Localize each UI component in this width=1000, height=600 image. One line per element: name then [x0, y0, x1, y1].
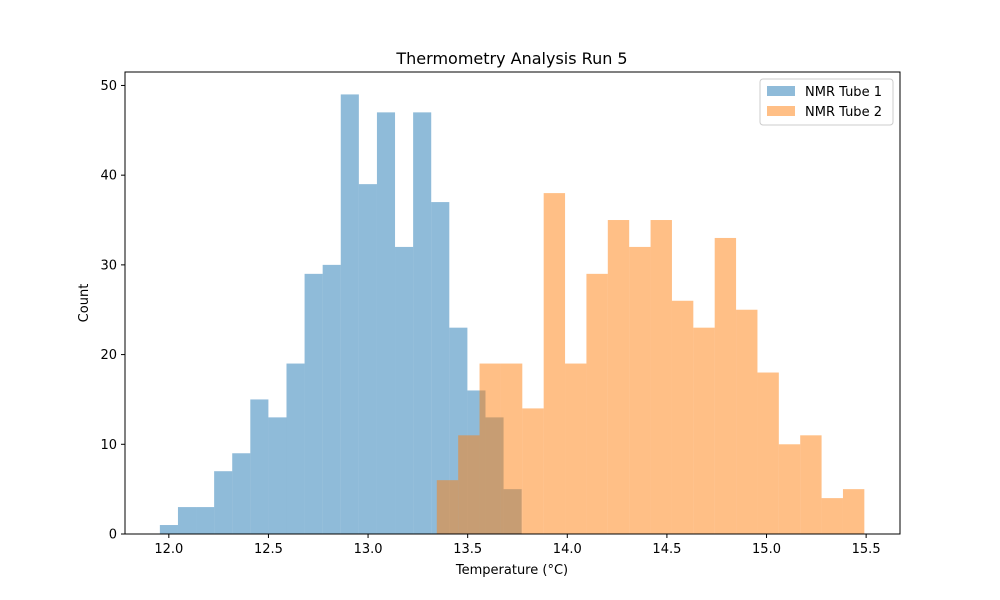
histogram-bar-tube-1-bin-9 — [322, 264, 341, 534]
y-tick-label: 30 — [100, 258, 117, 273]
x-tick-label: 12.0 — [154, 542, 183, 557]
histogram-bar-tube-2-bin-18 — [821, 498, 843, 534]
histogram-bar-tube-2-bin-6 — [565, 363, 587, 534]
histogram-bar-tube-1-bin-3 — [214, 471, 233, 534]
histogram-bar-tube-2-bin-1 — [458, 435, 480, 534]
histogram-bar-tube-2-bin-5 — [543, 193, 566, 534]
x-axis-label: Temperature (°C) — [455, 563, 568, 578]
histogram-bar-tube-2-bin-8 — [607, 220, 630, 535]
histogram-bar-tube-1-bin-4 — [232, 453, 251, 534]
histogram-bar-tube-2-bin-12 — [693, 327, 715, 534]
histogram-bar-tube-2-bin-13 — [714, 237, 737, 534]
x-tick-label: 15.5 — [852, 542, 881, 557]
y-tick-label: 40 — [100, 169, 117, 184]
histogram-bar-tube-1-bin-10 — [340, 94, 359, 534]
histogram-bar-tube-1-bin-11 — [358, 184, 377, 534]
histogram-bar-tube-2-bin-19 — [842, 489, 865, 534]
histogram-bar-tube-2-bin-4 — [522, 408, 544, 534]
histogram-bar-tube-2-bin-2 — [479, 363, 501, 534]
histogram-bar-tube-1-bin-0 — [159, 525, 178, 534]
legend-label-tube-1: NMR Tube 1 — [805, 85, 882, 100]
histogram-bar-tube-1-bin-12 — [376, 112, 396, 535]
histogram-bar-tube-1-bin-13 — [395, 246, 414, 534]
x-tick-label: 13.5 — [453, 542, 482, 557]
histogram-bar-tube-2-bin-16 — [778, 444, 801, 534]
histogram-bar-tube-2-bin-9 — [629, 246, 651, 534]
y-tick-label: 20 — [100, 348, 117, 363]
histogram-bar-tube-1-bin-7 — [286, 363, 305, 534]
histogram-bar-tube-1-bin-15 — [431, 202, 450, 534]
legend: NMR Tube 1 NMR Tube 2 — [759, 78, 894, 126]
histogram-bar-tube-2-bin-7 — [586, 273, 608, 534]
x-tick-label: 12.5 — [254, 542, 283, 557]
histogram-bar-tube-2-bin-10 — [650, 220, 672, 535]
x-tick-label: 13.0 — [354, 542, 383, 557]
legend-swatch-tube-2 — [767, 106, 795, 116]
histogram-bar-tube-2-bin-0 — [436, 480, 459, 534]
histogram-bar-tube-2-bin-11 — [671, 300, 694, 534]
chart-title: Thermometry Analysis Run 5 — [395, 49, 627, 68]
histogram-bar-tube-1-bin-1 — [177, 507, 197, 534]
legend-swatch-tube-1 — [767, 86, 795, 96]
y-tick-label: 0 — [109, 528, 117, 543]
histogram-bar-tube-2-bin-14 — [736, 309, 758, 534]
histogram-bar-tube-1-bin-14 — [413, 112, 432, 535]
x-tick-label: 14.0 — [553, 542, 582, 557]
ticks-layer: 12.0 12.5 13.0 13.5 14.0 14.5 15.0 15.5 0 10 20 30 4… — [100, 79, 880, 557]
histogram-bar-tube-1-bin-5 — [250, 399, 269, 534]
y-axis-label: Count — [77, 284, 92, 323]
histogram-bar-tube-1-bin-6 — [268, 417, 287, 534]
bars-layer — [159, 94, 865, 535]
histogram-bar-tube-2-bin-15 — [757, 372, 779, 534]
histogram-bar-tube-1-bin-8 — [304, 273, 323, 534]
legend-label-tube-2: NMR Tube 2 — [805, 105, 882, 120]
x-tick-label: 15.0 — [752, 542, 781, 557]
x-tick-label: 14.5 — [652, 542, 681, 557]
histogram-bar-tube-2-bin-17 — [800, 435, 822, 534]
axes-frame — [124, 71, 901, 535]
y-tick-label: 10 — [100, 438, 117, 453]
y-tick-label: 50 — [100, 79, 117, 94]
histogram-bar-tube-1-bin-2 — [196, 507, 215, 534]
histogram-bar-tube-2-bin-3 — [500, 363, 523, 534]
